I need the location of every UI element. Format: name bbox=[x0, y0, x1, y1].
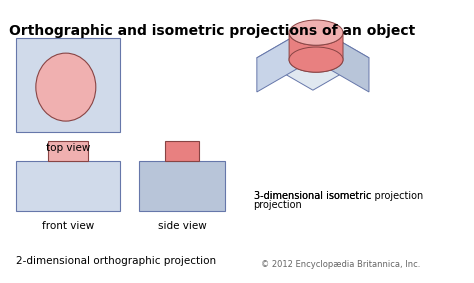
Text: 3-dimensional isometric projection: 3-dimensional isometric projection bbox=[254, 191, 423, 201]
Text: 2-dimensional orthographic projection: 2-dimensional orthographic projection bbox=[16, 256, 216, 266]
Text: side view: side view bbox=[158, 222, 207, 231]
Text: © 2012 Encyclopædia Britannica, Inc.: © 2012 Encyclopædia Britannica, Inc. bbox=[262, 260, 421, 269]
FancyBboxPatch shape bbox=[48, 142, 88, 161]
Ellipse shape bbox=[289, 20, 343, 45]
FancyBboxPatch shape bbox=[139, 161, 225, 211]
Text: front view: front view bbox=[42, 222, 94, 231]
Text: Orthographic and isometric projections of an object: Orthographic and isometric projections o… bbox=[9, 24, 415, 38]
FancyBboxPatch shape bbox=[165, 142, 199, 161]
Polygon shape bbox=[313, 25, 369, 92]
Polygon shape bbox=[257, 25, 313, 92]
Polygon shape bbox=[289, 33, 343, 72]
Text: top view: top view bbox=[46, 143, 90, 153]
FancyBboxPatch shape bbox=[16, 161, 119, 211]
Polygon shape bbox=[257, 25, 369, 90]
Ellipse shape bbox=[289, 47, 343, 72]
Text: projection: projection bbox=[254, 200, 302, 210]
Ellipse shape bbox=[36, 53, 96, 121]
Text: 3-dimensional isometric: 3-dimensional isometric bbox=[254, 191, 371, 201]
FancyBboxPatch shape bbox=[16, 38, 119, 132]
